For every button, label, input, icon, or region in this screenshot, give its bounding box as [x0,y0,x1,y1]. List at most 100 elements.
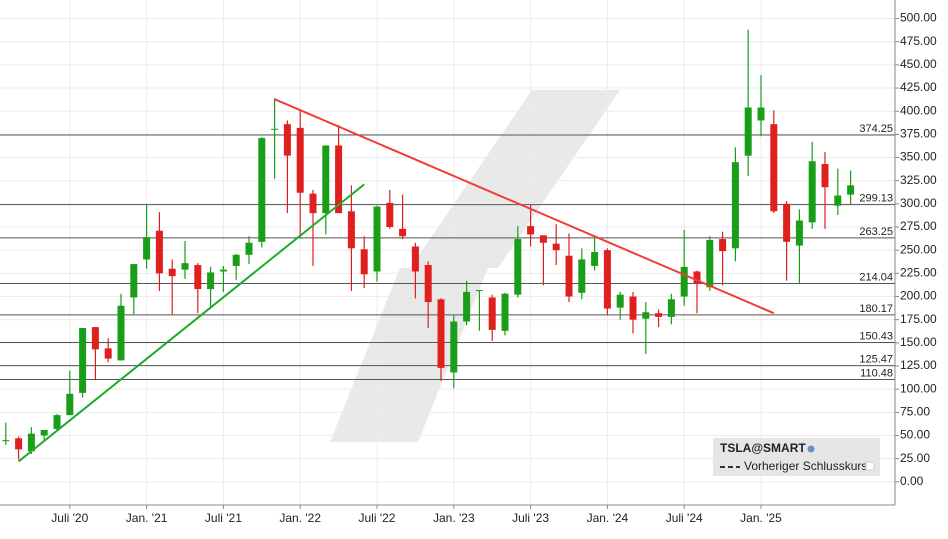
candle-body [527,226,535,235]
candle-body [770,124,778,212]
candle-body [155,230,163,274]
y-tick-label: 25.00 [900,451,930,465]
candle-body [539,235,547,243]
candles [2,29,855,460]
candle-body [181,263,189,270]
x-tick-label: Juli '22 [359,511,396,525]
candle-body [744,107,752,156]
axis-labels: 0.00 25.00 50.00 75.00 100.00 125.00 150.00 175… [51,11,937,525]
x-tick-label: Jan. '24 [587,511,629,525]
x-tick-label: Jan. '21 [126,511,168,525]
y-tick-label: 0.00 [900,474,924,488]
candle-body [79,328,87,393]
y-tick-label: 475.00 [900,34,937,48]
candle-body [347,211,355,249]
legend: TSLA@SMART Vorheriger Schlusskurs [713,438,880,476]
y-tick-label: 100.00 [900,381,937,395]
y-tick-label: 75.00 [900,405,930,419]
candle-body [488,297,496,330]
candle-body [66,393,74,416]
candle-body [194,265,202,290]
y-tick-label: 350.00 [900,150,937,164]
y-tick-label: 375.00 [900,127,937,141]
y-tick-label: 250.00 [900,242,937,256]
candle-body [501,293,509,331]
candle-body [693,271,701,284]
candle-body [53,415,61,430]
candle-body [309,193,317,214]
candle-body [667,299,675,317]
candle-body [399,228,407,237]
candle-body [731,162,739,249]
level-label: 263.25 [859,226,893,238]
candle-body [578,259,586,293]
x-tick-label: Jan. '23 [433,511,475,525]
y-tick-label: 400.00 [900,103,937,117]
level-label: 125.47 [859,353,893,365]
candle-body [629,296,637,320]
candle-body [373,206,381,272]
level-label: 299.13 [859,193,893,205]
candle-body [232,254,240,266]
candle-body [437,299,445,368]
candle-body [143,237,151,260]
candle-body [360,249,368,275]
candle-body [91,327,99,350]
trendlines [17,98,775,463]
y-tick-label: 450.00 [900,57,937,71]
candle-body [219,269,227,272]
candle-body [411,246,419,272]
candle-body [335,145,343,214]
candle-body [795,220,803,246]
x-tick-label: Juli '21 [205,511,242,525]
trendline [274,98,775,315]
candle-body [168,268,176,277]
level-label: 150.43 [859,330,893,342]
y-tick-label: 150.00 [900,335,937,349]
candle-body [821,164,829,188]
x-tick-label: Juli '23 [512,511,549,525]
candle-body [40,429,48,436]
candle-body [783,203,791,242]
candle-body [757,107,765,121]
y-tick-label: 425.00 [900,80,937,94]
candle-body [386,202,394,228]
x-tick-label: Jan. '25 [740,511,782,525]
candle-body [463,291,471,322]
legend-box [713,438,880,476]
y-tick-label: 125.00 [900,358,937,372]
candle-body [834,195,842,206]
candle-body [719,239,727,252]
legend-entry: Vorheriger Schlusskurs [744,459,867,473]
candle-body [552,243,560,251]
candle-body [808,161,816,223]
candle-body [475,290,483,292]
candle-body [616,294,624,308]
candle-body [591,252,599,266]
candle-body [565,255,573,297]
candle-body [706,239,714,288]
candle-body [642,312,650,319]
legend-checkbox[interactable] [865,461,875,471]
y-tick-label: 325.00 [900,173,937,187]
level-label: 110.48 [860,367,893,379]
candle-body [117,305,125,361]
candle-body [258,138,266,242]
candle-body [603,250,611,309]
candle-body [271,128,279,130]
candle-body [450,321,458,373]
x-tick-label: Jan. '22 [279,511,321,525]
level-label: 180.17 [859,303,893,315]
candle-body [424,265,432,303]
candle-body [514,239,522,295]
candle-body [680,266,688,297]
x-tick-label: Juli '20 [51,511,88,525]
trendline [17,183,365,463]
legend-icon [807,445,815,453]
level-label: 374.25 [859,123,893,135]
candle-body [296,127,304,193]
legend-title: TSLA@SMART [720,441,806,455]
candle-body [655,313,663,317]
levels: 374.25 299.13 263.25 214.04 180.17 150.43 125.… [0,123,895,380]
candle-body [27,433,35,452]
